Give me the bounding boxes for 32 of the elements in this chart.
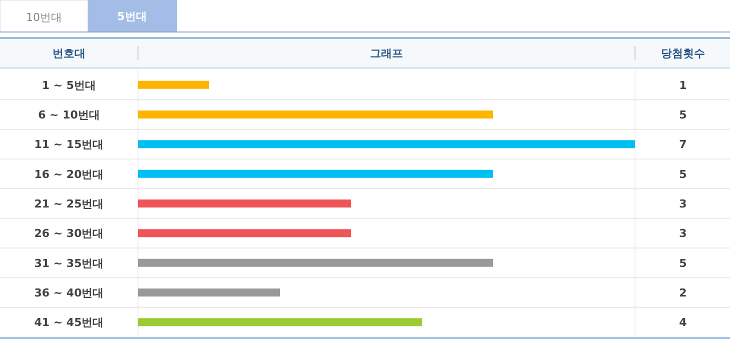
bar [138, 170, 493, 178]
bar [138, 229, 351, 238]
y-tick-label: 11 ~ 15번대 [34, 138, 104, 152]
bar [138, 288, 280, 296]
y-tick-label: 21 ~ 25번대 [34, 198, 104, 210]
data-label: 3 [679, 198, 687, 210]
y-tick-label: 31 ~ 35번대 [34, 256, 104, 270]
data-label: 2 [679, 286, 687, 300]
y-tick-label: 36 ~ 40번대 [34, 286, 104, 300]
text: 5번대 [117, 10, 147, 23]
data-label: 5 [679, 256, 687, 270]
bar [138, 318, 422, 326]
bar [138, 258, 493, 267]
data-label: 7 [679, 138, 687, 152]
data-label: 5 [679, 108, 687, 122]
y-tick-label: 41 ~ 45번대 [34, 316, 104, 330]
bar [138, 110, 493, 118]
bar [138, 200, 351, 208]
bar [138, 140, 635, 148]
y-tick-label: 6 ~ 10번대 [38, 108, 100, 122]
y-tick-label: 1 ~ 5번대 [42, 78, 96, 92]
data-label: 1 [679, 78, 687, 92]
y-axis-title: 번호대 [52, 47, 86, 60]
y-tick-label: 16 ~ 20번대 [34, 168, 104, 181]
bar [138, 80, 209, 89]
y-tick-label: 26 ~ 30번대 [34, 227, 104, 240]
data-label: 5 [679, 168, 687, 181]
data-label: 4 [679, 316, 688, 330]
text: 당첨횟수 [661, 47, 705, 60]
text: 10번대 [26, 11, 62, 24]
data-label: 3 [679, 227, 687, 240]
x-axis-title: 그래프 [370, 47, 403, 60]
